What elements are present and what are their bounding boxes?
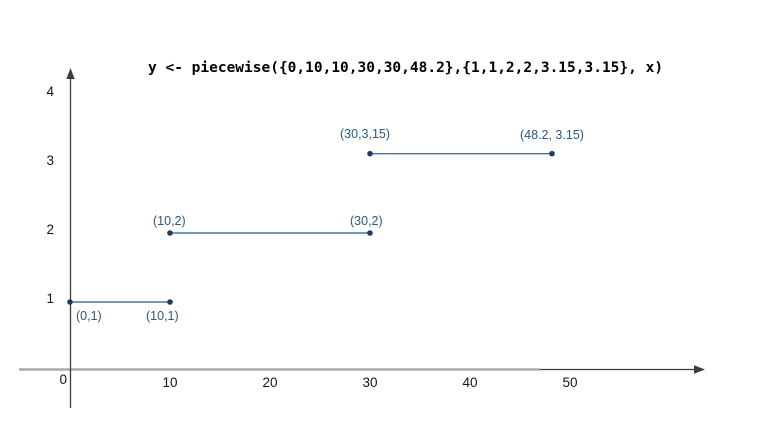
data-point [367, 230, 373, 236]
point-label: (10,1) [146, 309, 179, 323]
point-label: (10,2) [153, 214, 186, 228]
points-group [67, 150, 555, 305]
data-point [67, 299, 73, 305]
data-point [549, 150, 555, 157]
y-axis-arrow-icon [66, 68, 75, 79]
y-tick-label: 1 [46, 291, 54, 306]
x-tick-label: 30 [362, 375, 378, 390]
x-tick-label: 20 [262, 375, 278, 390]
y-tick-label: 2 [46, 222, 54, 237]
segments-group [70, 152, 552, 303]
data-point [367, 150, 373, 157]
x-axis-arrow-icon [694, 365, 705, 374]
point-label: (0,1) [76, 309, 102, 323]
y-tick-label: 4 [46, 84, 54, 99]
y-tick-label: 3 [46, 153, 54, 168]
data-point [167, 230, 173, 236]
x-tick-label: 40 [462, 375, 478, 390]
plot-title: y <- piecewise({0,10,10,30,30,48.2},{1,1… [148, 60, 664, 76]
x-tick-label: 50 [562, 375, 578, 390]
point-label: (30,3,15) [340, 126, 391, 141]
origin-tick-label: 0 [59, 372, 67, 387]
data-point [167, 299, 173, 305]
x-tick-label: 10 [162, 375, 178, 390]
point-label: (48.2, 3.15) [520, 127, 584, 142]
point-label: (30,2) [350, 214, 383, 228]
